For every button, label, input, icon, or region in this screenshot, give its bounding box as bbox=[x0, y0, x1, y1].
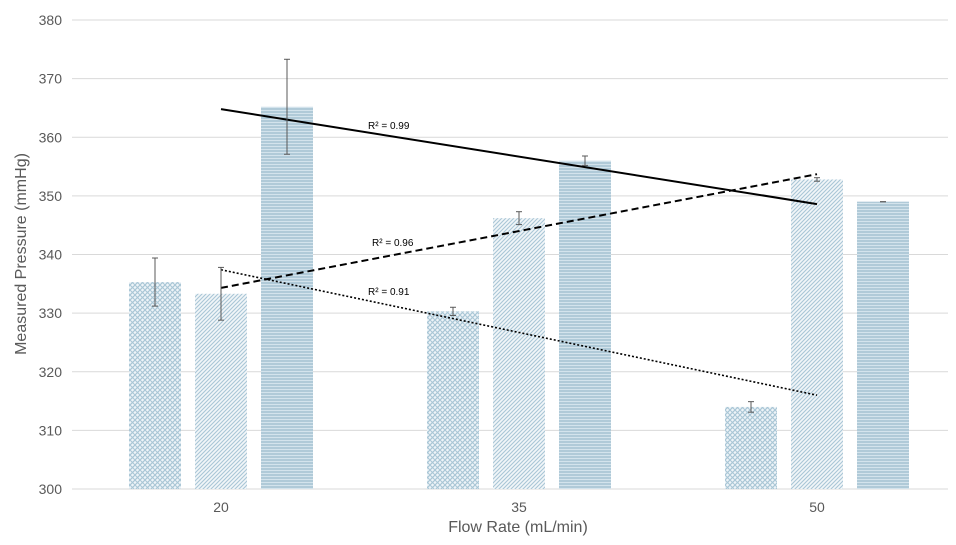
bar bbox=[493, 218, 545, 489]
y-tick-label: 320 bbox=[39, 364, 63, 380]
x-tick-label: 50 bbox=[809, 499, 825, 515]
bar bbox=[559, 160, 611, 489]
bar bbox=[427, 311, 479, 489]
y-tick-label: 380 bbox=[39, 12, 63, 28]
y-tick-label: 300 bbox=[39, 481, 63, 497]
y-tick-label: 310 bbox=[39, 422, 63, 438]
error-bar bbox=[218, 266, 224, 321]
r-squared-label: R² = 0.99 bbox=[368, 121, 410, 132]
x-tick-label: 20 bbox=[213, 499, 229, 515]
error-bar bbox=[284, 58, 290, 155]
bar bbox=[857, 201, 909, 490]
trendline-dashed bbox=[220, 173, 818, 289]
error-bar bbox=[748, 401, 754, 413]
r-squared-label: R² = 0.91 bbox=[368, 287, 410, 298]
y-tick-label: 340 bbox=[39, 247, 63, 263]
error-bar bbox=[814, 177, 820, 182]
y-axis-title: Measured Pressure (mmHg) bbox=[13, 153, 30, 355]
bar bbox=[195, 293, 247, 489]
trendlines: R² = 0.99 R² = 0.96 R² = 0.91 bbox=[220, 108, 818, 396]
bar bbox=[791, 179, 843, 489]
error-bar bbox=[516, 211, 522, 226]
y-tick-label: 350 bbox=[39, 188, 63, 204]
bar bbox=[261, 106, 313, 489]
error-bar bbox=[582, 155, 588, 166]
axis-labels: 300 310 320 330 340 350 360 370 380 20 35 50 bbox=[39, 12, 825, 515]
error-bar bbox=[152, 257, 158, 307]
bars bbox=[129, 106, 909, 490]
bar bbox=[725, 406, 777, 489]
x-tick-label: 35 bbox=[511, 499, 527, 515]
x-axis-title: Flow Rate (mL/min) bbox=[448, 519, 588, 536]
error-bar bbox=[450, 306, 456, 316]
y-tick-label: 370 bbox=[39, 71, 63, 87]
error-bars bbox=[152, 58, 886, 413]
y-tick-label: 360 bbox=[39, 129, 63, 145]
bar bbox=[129, 282, 181, 489]
y-tick-label: 330 bbox=[39, 305, 63, 321]
trendline-dotted bbox=[220, 268, 818, 396]
trendline-solid bbox=[220, 108, 818, 206]
r-squared-label: R² = 0.96 bbox=[372, 238, 414, 249]
